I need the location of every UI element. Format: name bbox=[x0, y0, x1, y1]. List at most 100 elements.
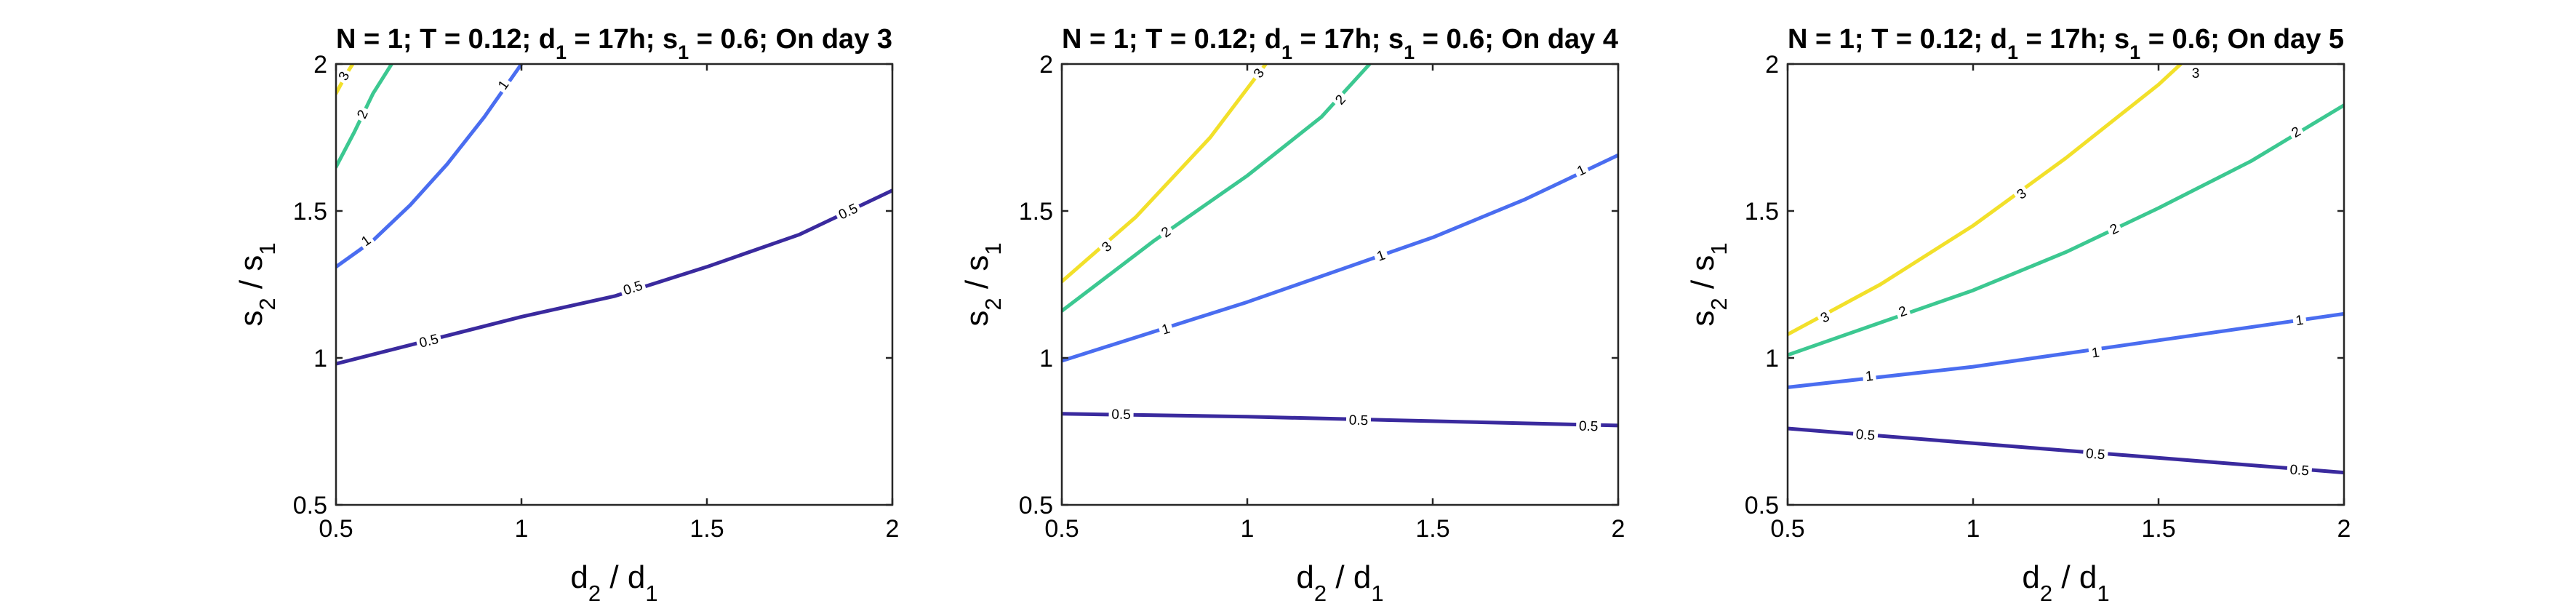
contour-label-bg bbox=[1852, 425, 1879, 444]
contour-label-bg bbox=[492, 74, 513, 95]
x-tick-label: 0.5 bbox=[1770, 515, 1804, 543]
y-tick-label: 0.5 bbox=[1019, 492, 1053, 519]
x-tick-label: 2 bbox=[1612, 515, 1625, 543]
contour-label-bg bbox=[1575, 417, 1601, 434]
x-tick-label: 1.5 bbox=[1415, 515, 1449, 543]
y-tick-label: 1.5 bbox=[1019, 198, 1053, 226]
contour-label-group: 3 bbox=[1096, 236, 1117, 257]
y-axis-label: s2 / s1 bbox=[959, 242, 1006, 326]
x-tick-label: 1.5 bbox=[689, 515, 724, 543]
contour-line-1 bbox=[1062, 153, 1618, 363]
contour-label-group: 0.5 bbox=[2286, 461, 2313, 479]
contour-label-group: 0.5 bbox=[2082, 444, 2109, 463]
chart-title: N = 1; T = 0.12; d1 = 17h; s1 = 0.6; On … bbox=[1062, 24, 1618, 63]
contour-label-group: 2 bbox=[2286, 121, 2306, 142]
contour-label-group: 0.5 bbox=[1108, 405, 1134, 423]
contour-label-group: 0.5 bbox=[1345, 411, 1372, 428]
contour-label-group: 3 bbox=[1815, 306, 1835, 327]
x-axis-label: d2 / d1 bbox=[570, 559, 657, 606]
contour-label-group: 1 bbox=[2292, 311, 2308, 329]
contour-label-bg bbox=[1329, 89, 1351, 110]
contour-label-bg bbox=[2082, 444, 2109, 463]
contour-label-bg bbox=[1572, 159, 1591, 180]
y-axis-label: s2 / s1 bbox=[233, 242, 280, 326]
y-tick-label: 2 bbox=[313, 51, 327, 79]
y-tick-label: 1 bbox=[313, 345, 327, 372]
contour-label: 0.5 bbox=[1579, 419, 1599, 435]
axes-box bbox=[1060, 63, 1620, 506]
contour-label-bg bbox=[1156, 319, 1175, 338]
contour-label: 0.5 bbox=[1348, 412, 1368, 428]
contour-line-1 bbox=[1788, 311, 2344, 389]
contour-label: 1 bbox=[2295, 313, 2304, 329]
contour-label: 1 bbox=[1865, 369, 1874, 385]
contour-label-bg bbox=[1345, 411, 1372, 428]
y-tick-label: 1 bbox=[1039, 345, 1053, 372]
contour-line-0.5 bbox=[1062, 412, 1618, 428]
y-tick-label: 2 bbox=[1039, 51, 1053, 79]
contour-label-bg bbox=[356, 230, 376, 251]
contour-label-bg bbox=[2292, 311, 2308, 329]
axes-box bbox=[335, 63, 894, 506]
contour-label-bg bbox=[1893, 301, 1912, 321]
contour-label-bg bbox=[333, 66, 354, 86]
y-tick-label: 1.5 bbox=[1745, 198, 1779, 226]
contour-label: 0.5 bbox=[2289, 462, 2310, 479]
contour-label-bg bbox=[1108, 405, 1134, 423]
x-tick-label: 2 bbox=[2337, 515, 2351, 543]
contour-label-group: 1 bbox=[2087, 343, 2103, 362]
contour-label-bg bbox=[1815, 306, 1835, 327]
contour-label-bg bbox=[1156, 221, 1176, 242]
contour-label-group: 0.5 bbox=[1852, 425, 1879, 444]
contour-label: 3 bbox=[2192, 66, 2200, 81]
x-tick-label: 0.5 bbox=[319, 515, 353, 543]
contour-label-group: 1 bbox=[1572, 159, 1591, 180]
x-tick-label: 1 bbox=[515, 515, 529, 543]
contour-label-group: 3 bbox=[2011, 183, 2032, 204]
contour-label-group: 1 bbox=[492, 74, 513, 95]
chart-title: N = 1; T = 0.12; d1 = 17h; s1 = 0.6; On … bbox=[1788, 24, 2344, 63]
x-tick-label: 1 bbox=[1967, 515, 1980, 543]
contour-label-bg bbox=[351, 104, 372, 124]
contour-label-bg bbox=[1248, 63, 1269, 83]
contour-label-bg bbox=[1372, 245, 1390, 265]
x-tick-label: 0.5 bbox=[1044, 515, 1079, 543]
contour-line-0.5 bbox=[1788, 426, 2344, 475]
contour-label-bg bbox=[1862, 367, 1877, 385]
contour-label-group: 1 bbox=[1372, 245, 1390, 265]
contour-line-3 bbox=[1062, 64, 1268, 284]
y-tick-label: 2 bbox=[1765, 51, 1779, 79]
contour-label-group: 3 bbox=[333, 66, 354, 86]
contour-label: 1 bbox=[2091, 345, 2100, 361]
contour-label-bg bbox=[2011, 183, 2032, 204]
contour-label: 0.5 bbox=[1855, 427, 1876, 444]
contour-label-bg bbox=[415, 329, 443, 351]
y-axis-label: s2 / s1 bbox=[1685, 242, 1732, 326]
contour-label-group: 3 bbox=[2189, 65, 2202, 81]
y-tick-label: 0.5 bbox=[293, 492, 327, 519]
x-tick-label: 2 bbox=[886, 515, 900, 543]
contour-label-bg bbox=[2087, 343, 2103, 362]
contour-label-group: 2 bbox=[351, 104, 372, 124]
contour-label-bg bbox=[2189, 65, 2202, 81]
x-axis-label: d2 / d1 bbox=[1296, 559, 1383, 606]
contour-label-bg bbox=[2104, 218, 2124, 239]
x-tick-label: 1 bbox=[1241, 515, 1255, 543]
contour-label-group: 1 bbox=[356, 230, 376, 251]
chart-title: N = 1; T = 0.12; d1 = 17h; s1 = 0.6; On … bbox=[336, 24, 892, 63]
contour-label-bg bbox=[833, 198, 863, 224]
y-tick-label: 1.5 bbox=[293, 198, 327, 226]
axes-box bbox=[1786, 63, 2345, 506]
contour-label-group: 3 bbox=[1248, 63, 1269, 83]
contour-label-group: 2 bbox=[2104, 218, 2124, 239]
contour-label-group: 2 bbox=[1156, 221, 1176, 242]
contour-label-bg bbox=[618, 276, 647, 299]
contour-line-2 bbox=[1788, 103, 2344, 357]
contour-label-group: 1 bbox=[1156, 319, 1175, 338]
contour-label: 0.5 bbox=[1111, 407, 1131, 423]
contour-label-bg bbox=[1096, 236, 1117, 257]
